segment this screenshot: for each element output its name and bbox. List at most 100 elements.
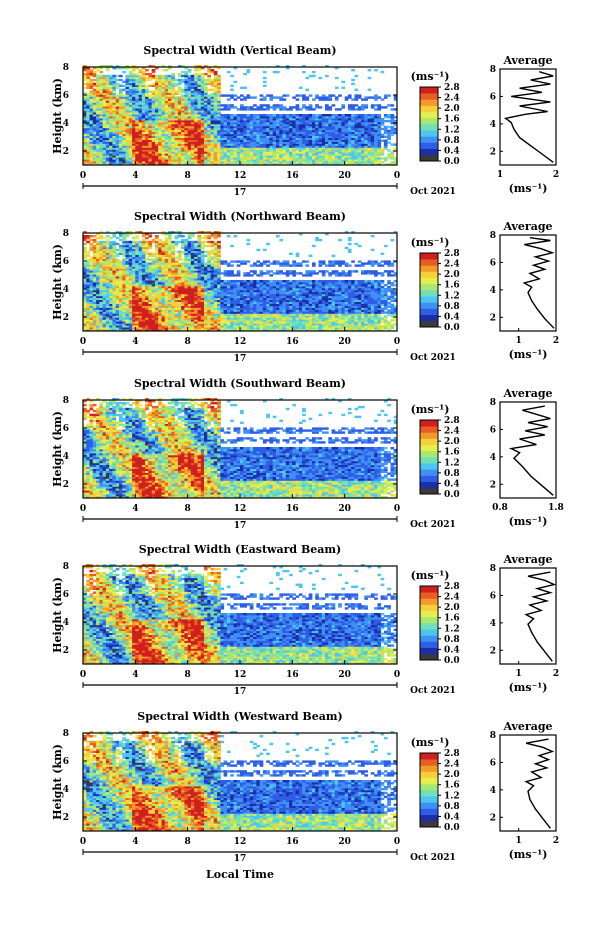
heatmap-cell	[226, 149, 231, 152]
heatmap-cell	[187, 70, 192, 74]
heatmap-cell	[138, 104, 143, 107]
heatmap-cell	[151, 313, 156, 316]
heatmap-cell	[122, 238, 126, 242]
heatmap-cell	[115, 157, 120, 160]
heatmap-cell	[217, 143, 221, 146]
heatmap-cell	[181, 118, 185, 121]
heatmap-cell	[145, 262, 149, 265]
heatmap-cell	[115, 84, 120, 87]
heatmap-cell	[99, 323, 104, 326]
heatmap-cell	[151, 94, 156, 97]
heatmap-cell	[102, 287, 107, 291]
heatmap-cell	[148, 244, 153, 248]
heatmap-cell	[119, 155, 123, 158]
heatmap-cell	[226, 108, 231, 111]
heatmap-cell	[115, 264, 120, 267]
heatmap-cell	[155, 278, 159, 281]
heatmap-cell	[151, 270, 156, 273]
heatmap-cell	[132, 268, 136, 271]
heatmap-cell	[99, 106, 104, 109]
heatmap-cell	[128, 307, 133, 310]
heatmap-cell	[128, 323, 133, 326]
heatmap-cell	[226, 163, 231, 166]
heatmap-cell	[115, 153, 120, 156]
heatmap-cell	[177, 119, 182, 123]
heatmap-cell	[86, 123, 90, 127]
heatmap-cell	[351, 151, 355, 154]
heatmap-cell	[302, 119, 306, 123]
heatmap-cell	[177, 106, 182, 109]
heatmap-cell	[187, 102, 192, 105]
heatmap-cell	[213, 153, 218, 156]
heatmap-cell	[272, 133, 277, 136]
heatmap-cell	[315, 151, 319, 154]
heatmap-cell	[109, 94, 113, 97]
heatmap-cell	[96, 157, 100, 160]
heatmap-cell	[321, 155, 326, 158]
heatmap-cell	[161, 74, 166, 78]
heatmap-cell	[213, 116, 218, 119]
heatmap-cell	[155, 131, 159, 135]
date-label: Oct 2021	[410, 187, 456, 197]
heatmap-cell	[92, 145, 97, 148]
heatmap-cell	[259, 116, 264, 119]
heatmap-cell	[148, 317, 153, 320]
heatmap-cell	[354, 153, 359, 156]
heatmap-cell	[132, 161, 136, 164]
heatmap-cell	[213, 74, 218, 78]
heatmap-cell	[125, 82, 130, 86]
heatmap-cell	[177, 116, 182, 119]
heatmap-cell	[295, 129, 300, 133]
heatmap-cell	[174, 270, 179, 273]
heatmap-cell	[200, 98, 205, 101]
heatmap-cell	[125, 280, 130, 283]
heatmap-cell	[226, 98, 231, 101]
heatmap-cell	[158, 121, 162, 125]
heatmap-cell	[298, 114, 303, 117]
heatmap-cell	[128, 110, 133, 113]
heatmap-cell	[377, 133, 382, 136]
heatmap-cell	[168, 137, 172, 140]
heatmap-cell	[210, 100, 215, 103]
heatmap-cell	[266, 137, 270, 140]
heatmap-cell	[321, 131, 326, 135]
heatmap-cell	[177, 137, 182, 140]
heatmap-cell	[89, 118, 94, 121]
heatmap-cell	[233, 116, 238, 119]
heatmap-cell	[246, 145, 251, 148]
heatmap-cell	[168, 268, 172, 271]
heatmap-cell	[213, 135, 218, 138]
heatmap-cell	[230, 123, 234, 127]
heatmap-cell	[96, 307, 100, 310]
heatmap-cell	[338, 116, 342, 119]
heatmap-cell	[161, 78, 166, 82]
heatmap-cell	[135, 254, 139, 257]
heatmap-cell	[83, 102, 87, 105]
heatmap-cell	[92, 276, 97, 279]
heatmap-cell	[177, 127, 182, 131]
heatmap-cell	[361, 137, 365, 140]
heatmap-cell	[194, 98, 198, 101]
heatmap-cell	[141, 307, 146, 310]
heatmap-cell	[89, 284, 94, 287]
heatmap-cell	[122, 266, 126, 269]
heatmap-cell	[207, 100, 211, 103]
heatmap-cell	[138, 270, 143, 273]
heatmap-cell	[135, 116, 139, 119]
heatmap-cell	[321, 141, 326, 144]
heatmap-cell	[145, 96, 149, 99]
heatmap-cell	[141, 272, 146, 275]
heatmap-cell	[197, 116, 202, 119]
heatmap-cell	[86, 119, 90, 123]
heatmap-cell	[119, 287, 123, 291]
heatmap-cell	[302, 131, 306, 135]
heatmap-cell	[243, 139, 247, 142]
heatmap-cell	[187, 135, 192, 138]
heatmap-cell	[151, 260, 156, 263]
heatmap-cell	[240, 153, 244, 156]
heatmap-cell	[83, 145, 87, 148]
heatmap-cell	[334, 155, 339, 158]
heatmap-cell	[344, 123, 349, 127]
heatmap-cell	[171, 127, 175, 131]
heatmap-cell	[115, 119, 120, 123]
